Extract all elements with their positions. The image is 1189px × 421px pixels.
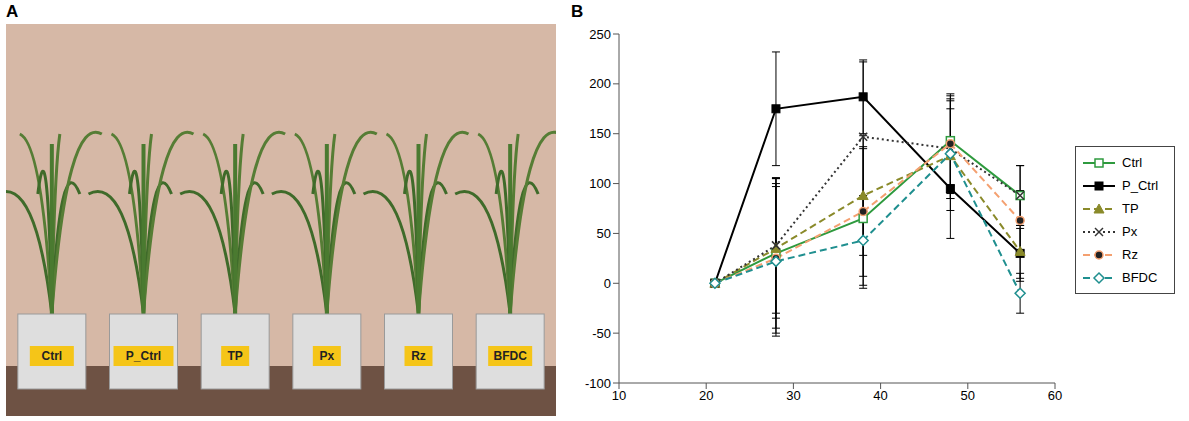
svg-text:200: 200 <box>589 76 611 91</box>
svg-text:TP: TP <box>227 349 242 363</box>
svg-text:100: 100 <box>589 176 611 191</box>
html-text:BFDC: BFDC <box>1122 270 1158 285</box>
svg-text:60: 60 <box>1048 388 1062 403</box>
svg-text:20: 20 <box>699 388 713 403</box>
svg-text:10: 10 <box>612 388 626 403</box>
svg-text:150: 150 <box>589 126 611 141</box>
svg-text:0: 0 <box>604 276 611 291</box>
html-text:Ctrl: Ctrl <box>1122 155 1143 170</box>
svg-text:BFDC: BFDC <box>494 349 528 363</box>
svg-text:30: 30 <box>786 388 800 403</box>
html-text:TP: TP <box>1122 201 1139 216</box>
svg-text:250: 250 <box>589 27 611 42</box>
html-text:Rz: Rz <box>1122 247 1138 262</box>
svg-text:Px: Px <box>319 349 334 363</box>
svg-text:50: 50 <box>597 226 611 241</box>
html-text:Px: Px <box>1122 224 1138 239</box>
html-text:B: B <box>571 2 584 21</box>
svg-text:40: 40 <box>873 388 887 403</box>
svg-text:P_Ctrl: P_Ctrl <box>126 349 161 363</box>
html-text:A: A <box>6 2 19 21</box>
svg-text:Ctrl: Ctrl <box>41 349 62 363</box>
svg-text:-100: -100 <box>585 376 611 391</box>
html-text:P_Ctrl: P_Ctrl <box>1122 178 1159 193</box>
svg-text:Rz: Rz <box>411 349 426 363</box>
svg-text:50: 50 <box>961 388 975 403</box>
svg-text:-50: -50 <box>592 326 611 341</box>
